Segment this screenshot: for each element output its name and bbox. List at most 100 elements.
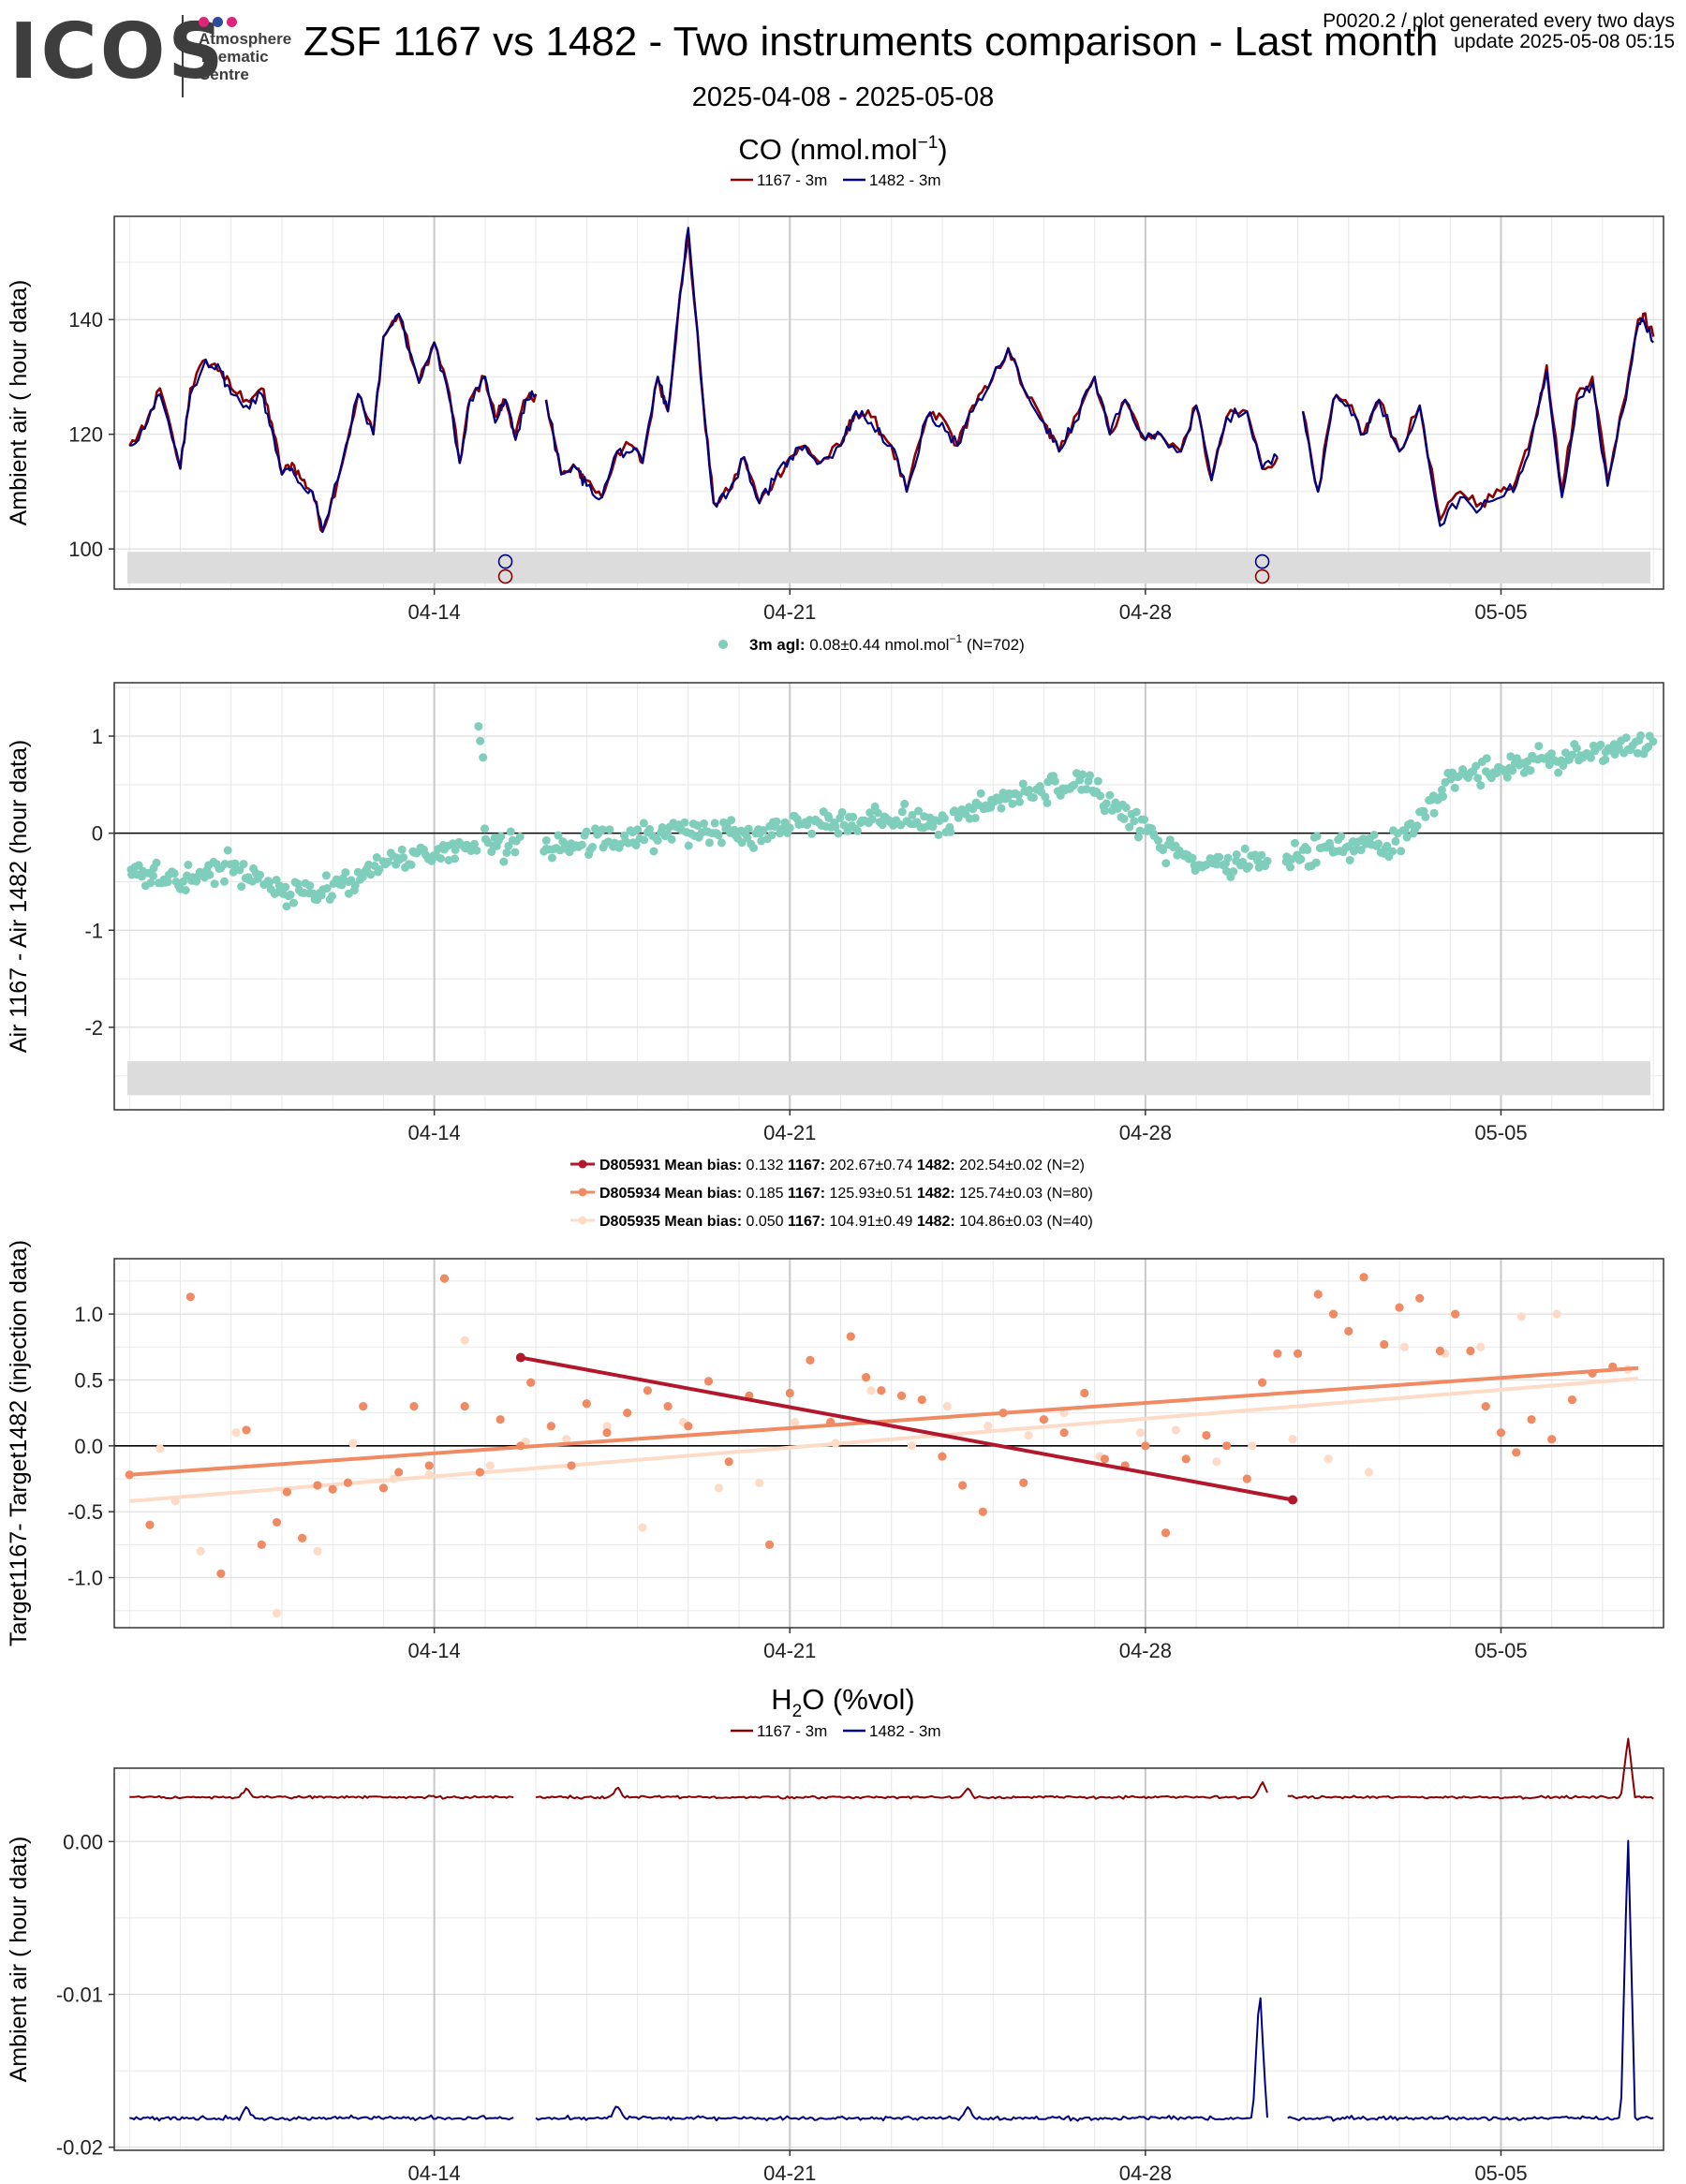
scatter-point	[954, 813, 963, 822]
legend-target-name: D805935	[599, 1214, 660, 1230]
scatter-point	[1093, 776, 1102, 786]
target-point	[846, 1332, 855, 1341]
y-tick-label: 0.00	[63, 1830, 103, 1853]
target-point	[896, 1391, 907, 1400]
target-point	[424, 1461, 434, 1470]
scatter-point	[469, 839, 479, 849]
target-point	[328, 1484, 337, 1494]
scatter-point	[481, 824, 489, 834]
panel-h2o-ambient: 04-14 04-21 04-28 05-05 0.00 -0.01 -0.02 Ambien…	[6, 1683, 1664, 2184]
scatter-point	[1291, 838, 1299, 848]
target-point	[1476, 1342, 1486, 1351]
scatter-point	[1263, 856, 1272, 865]
legend-label: 1167 - 3m	[757, 171, 827, 189]
target-point	[1313, 1290, 1323, 1299]
target-point	[1135, 1428, 1146, 1438]
scatter-point	[451, 845, 460, 854]
scatter-point	[1028, 793, 1038, 803]
y-tick-label: 0.0	[74, 1435, 103, 1458]
legend-dot	[578, 1188, 587, 1197]
scatter-point	[322, 884, 332, 893]
x-tick-label: 04-21	[763, 1639, 816, 1662]
legend-1167-label: 1167:	[784, 1186, 825, 1202]
legend-label: 1482 - 3m	[869, 171, 941, 189]
target-point	[343, 1478, 353, 1487]
target-point	[1273, 1349, 1282, 1358]
scatter-point	[704, 838, 714, 848]
target-point	[785, 1388, 794, 1398]
scatter-point	[710, 819, 719, 828]
target-point	[394, 1468, 404, 1477]
scatter-point	[1050, 776, 1059, 786]
y-tick-label: 140	[68, 308, 103, 332]
legend-mean-bias-label: Mean bias:	[660, 1214, 742, 1230]
target-point	[196, 1546, 205, 1556]
scatter-point	[900, 799, 910, 808]
target-point	[724, 1457, 733, 1467]
target-point	[623, 1409, 632, 1418]
scatter-point	[134, 861, 143, 870]
scatter-point	[1421, 812, 1430, 821]
scatter-point	[1439, 791, 1448, 801]
target-point	[1181, 1454, 1191, 1464]
flag-marker	[497, 553, 513, 569]
legend-1482-label: 1482:	[912, 1214, 954, 1230]
generation-frequency: P0020.2 / plot generated every two days	[1323, 10, 1675, 32]
scatter-point	[837, 807, 847, 817]
scatter-point	[407, 860, 416, 869]
scatter-point	[639, 819, 648, 828]
x-tick-label: 05-05	[1474, 600, 1527, 624]
scatter-point	[502, 849, 511, 857]
target-point	[1395, 1303, 1404, 1312]
scatter-point	[631, 841, 641, 849]
scatter-point	[767, 831, 776, 840]
x-tick-label: 04-28	[1119, 1121, 1172, 1144]
scatter-point	[1096, 791, 1105, 801]
scatter-point	[223, 846, 232, 855]
y-tick-label: -0.5	[67, 1500, 103, 1524]
x-tick-label: 04-14	[408, 2162, 461, 2184]
target-point	[1567, 1395, 1576, 1405]
x-tick-label: 05-05	[1474, 2162, 1527, 2184]
x-tick-label: 05-05	[1474, 1121, 1527, 1144]
scatter-point	[547, 853, 556, 863]
scatter-point	[785, 823, 794, 833]
panel-co-ambient: 04-14 04-21 04-28 05-05 100 120 140 Ambient air…	[6, 133, 1664, 624]
target-point	[1527, 1415, 1536, 1424]
y-axis-label: Air 1167 - Air 1482 (hour data)	[6, 740, 32, 1053]
target-point	[1552, 1309, 1561, 1319]
target-point	[1248, 1441, 1257, 1451]
target-point	[1024, 1430, 1033, 1440]
scatter-point	[1043, 798, 1052, 807]
fit-line	[129, 1365, 1639, 1477]
plot-background	[114, 683, 1664, 1110]
x-tick-label: 05-05	[1474, 1639, 1527, 1662]
legend-superscript: −1	[949, 632, 962, 645]
scatter-point	[474, 722, 483, 731]
flag-band	[127, 552, 1650, 583]
line-legend: 1167 - 3m 1482 - 3m	[731, 171, 941, 189]
scatter-point	[1508, 766, 1517, 775]
legend-value: 0.08±0.44 nmol.mol	[806, 636, 950, 654]
logo-sub-line-1: Atmosphere	[199, 30, 292, 48]
scatter-point	[184, 861, 193, 869]
scatter-point	[1121, 804, 1131, 812]
scatter-point	[1561, 748, 1570, 758]
generation-info: P0020.2 / plot generated every two days …	[1323, 11, 1675, 52]
date-range: 2025-04-08 - 2025-05-08	[691, 82, 995, 112]
scatter-point	[1568, 750, 1577, 760]
y-axis-label: Ambient air ( hour data)	[6, 1837, 32, 2083]
legend-series-label: 3m agl:	[749, 636, 806, 654]
scatter-point	[1188, 853, 1197, 863]
scatter-point	[633, 825, 643, 834]
scatter-point	[1223, 853, 1233, 863]
scatter-point	[235, 865, 244, 875]
scatter-point	[1586, 753, 1595, 762]
scatter-point	[717, 838, 726, 848]
target-point	[1202, 1430, 1211, 1440]
flag-band	[127, 1061, 1650, 1096]
scatter-point	[1131, 807, 1141, 817]
scatter-point	[1402, 833, 1412, 842]
scatter-point	[865, 808, 875, 818]
y-tick-label: -1.0	[67, 1567, 103, 1590]
